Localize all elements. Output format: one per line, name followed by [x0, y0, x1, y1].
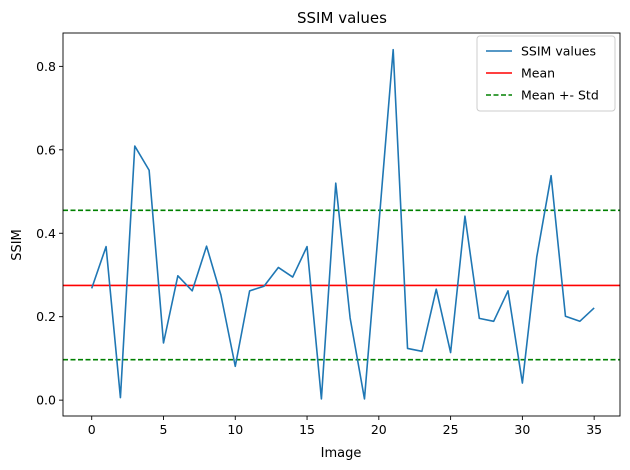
ssim-point-32 — [549, 174, 553, 178]
ssim-point-33 — [563, 314, 567, 318]
ssim-point-23 — [420, 349, 424, 353]
ssim-point-18 — [348, 316, 352, 320]
ssim-point-31 — [535, 255, 539, 259]
ssim-point-30 — [520, 381, 524, 385]
ssim-point-16 — [319, 397, 323, 401]
ssim-point-14 — [291, 275, 295, 279]
legend-label-mean: Mean — [521, 66, 555, 81]
x-tick-label-5: 5 — [160, 422, 168, 437]
ssim-point-28 — [492, 319, 496, 323]
legend-box — [476, 35, 616, 112]
ssim-point-26 — [463, 214, 467, 218]
ssim-point-1 — [104, 245, 108, 249]
ssim-point-29 — [506, 289, 510, 293]
ssim-point-15 — [305, 245, 309, 249]
ssim-point-7 — [190, 289, 194, 293]
ssim-point-19 — [362, 397, 366, 401]
ssim-point-10 — [233, 364, 237, 368]
ssim-point-2 — [118, 396, 122, 400]
ssim-point-11 — [248, 289, 252, 293]
ssim-point-21 — [391, 48, 395, 52]
ssim-point-0 — [90, 286, 94, 290]
ssim-point-5 — [161, 341, 165, 345]
ssim-point-27 — [477, 316, 481, 320]
x-tick-label-10: 10 — [227, 422, 243, 437]
ssim-point-24 — [434, 287, 438, 291]
ssim-point-25 — [449, 351, 453, 355]
ssim-point-12 — [262, 284, 266, 288]
legend-label-ssim: SSIM values — [521, 44, 596, 59]
ssim-series-line — [90, 48, 595, 400]
axes-frame — [62, 32, 621, 417]
y-tick-label-4: 0.8 — [36, 59, 56, 74]
x-tick-label-35: 35 — [586, 422, 602, 437]
y-tick-label-0: 0.0 — [36, 393, 56, 408]
ssim-point-4 — [147, 168, 151, 172]
ssim-point-17 — [334, 181, 338, 185]
y-tick-label-1: 0.2 — [36, 309, 56, 324]
legend: SSIM values Mean Mean +- Std — [476, 35, 616, 112]
ssim-point-3 — [133, 144, 137, 148]
x-tick-label-20: 20 — [371, 422, 387, 437]
x-axis-title: Image — [321, 446, 362, 461]
legend-label-std: Mean +- Std — [521, 88, 599, 103]
x-tick-label-25: 25 — [443, 422, 459, 437]
ssim-point-13 — [276, 265, 280, 269]
chart-title: SSIM values — [297, 9, 387, 27]
y-tick-label-3: 0.6 — [36, 142, 56, 157]
plot-area: 0 5 10 15 20 25 30 35 0.0 0.2 0.4 0.6 0.8 — [36, 32, 621, 437]
ssim-point-34 — [578, 319, 582, 323]
x-tick-label-15: 15 — [299, 422, 315, 437]
ssim-point-9 — [219, 293, 223, 297]
x-tick-label-0: 0 — [88, 422, 96, 437]
y-axis-title: SSIM — [10, 229, 25, 261]
y-tick-label-2: 0.4 — [36, 226, 56, 241]
ssim-point-35 — [592, 306, 596, 310]
ssim-point-8 — [205, 244, 209, 248]
ssim-point-22 — [406, 346, 410, 350]
ssim-point-6 — [176, 274, 180, 278]
ssim-point-20 — [377, 223, 381, 227]
x-tick-label-30: 30 — [514, 422, 530, 437]
